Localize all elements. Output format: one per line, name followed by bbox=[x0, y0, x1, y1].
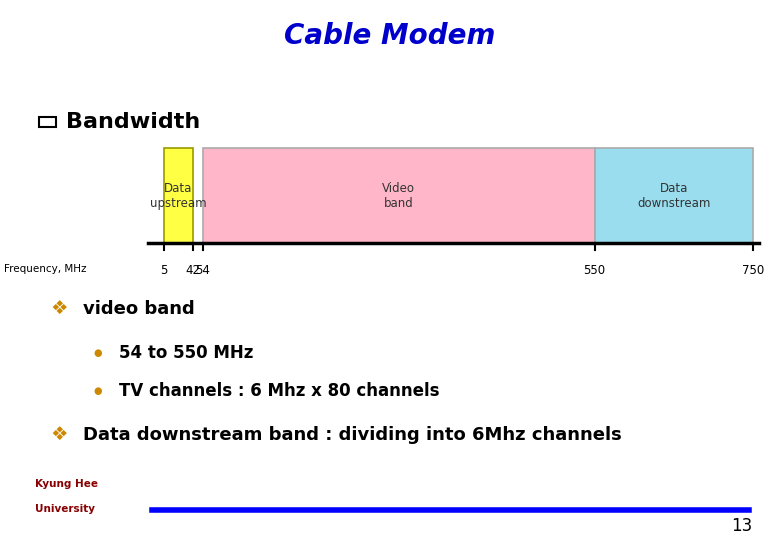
Text: University: University bbox=[35, 504, 95, 514]
Text: ●: ● bbox=[94, 348, 102, 358]
Text: 5: 5 bbox=[160, 265, 168, 278]
Text: Data downstream band : dividing into 6Mhz channels: Data downstream band : dividing into 6Mh… bbox=[83, 426, 622, 444]
Bar bbox=[203, 147, 594, 244]
Text: 13: 13 bbox=[732, 517, 753, 535]
Text: Data
upstream: Data upstream bbox=[151, 181, 207, 210]
Text: ❖: ❖ bbox=[51, 426, 68, 444]
Text: 750: 750 bbox=[742, 265, 764, 278]
Text: Cable Modem: Cable Modem bbox=[285, 23, 495, 50]
Text: Data
downstream: Data downstream bbox=[637, 181, 711, 210]
Text: 54: 54 bbox=[195, 265, 210, 278]
Bar bbox=[164, 147, 193, 244]
Bar bbox=[594, 147, 753, 244]
Text: Kyung Hee: Kyung Hee bbox=[35, 478, 98, 489]
Text: video band: video band bbox=[83, 300, 195, 318]
Text: ❖: ❖ bbox=[51, 299, 68, 318]
Text: Bandwidth: Bandwidth bbox=[66, 112, 200, 132]
Text: TV channels : 6 Mhz x 80 channels: TV channels : 6 Mhz x 80 channels bbox=[119, 382, 439, 400]
Text: ●: ● bbox=[94, 386, 102, 395]
Text: 42: 42 bbox=[186, 265, 200, 278]
Text: 54 to 550 MHz: 54 to 550 MHz bbox=[119, 344, 253, 362]
Text: Video
band: Video band bbox=[382, 181, 415, 210]
Text: Frequency, MHz: Frequency, MHz bbox=[4, 265, 87, 274]
Bar bbox=[39, 117, 56, 127]
Text: 550: 550 bbox=[583, 265, 606, 278]
